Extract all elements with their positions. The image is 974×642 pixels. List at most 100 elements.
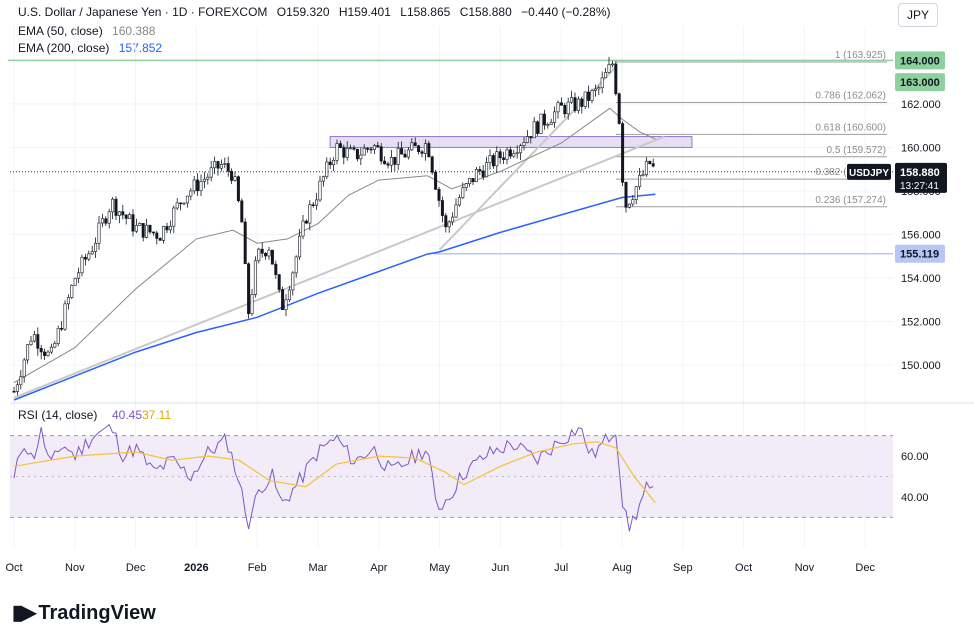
candle-body — [413, 142, 417, 147]
candle-66 — [236, 175, 240, 203]
fib-label-3: 0.5 (159.572) — [827, 145, 887, 156]
candle-95 — [335, 139, 339, 165]
time-tick-3: 2026 — [184, 562, 208, 574]
candle-52 — [189, 188, 193, 201]
candle-112 — [393, 157, 397, 171]
candle-body — [29, 340, 33, 346]
candle-80 — [284, 294, 288, 317]
tradingview-logo[interactable]: ▮▶ TradingView — [12, 600, 156, 625]
candle-body — [345, 147, 349, 158]
candle-body — [488, 155, 492, 163]
price-tick-3: 156.000 — [901, 230, 941, 242]
time-tick-0: Oct — [5, 562, 22, 574]
candle-5 — [29, 335, 33, 346]
candle-123 — [430, 155, 434, 175]
candle-1 — [15, 381, 19, 396]
candle-9 — [43, 348, 47, 360]
candle-39 — [145, 218, 149, 239]
level-badge-2: 155.119 — [900, 249, 939, 261]
candle-body — [124, 214, 128, 219]
candle-body — [284, 299, 288, 311]
candle-body — [627, 203, 631, 208]
candle-body — [325, 161, 329, 177]
candle-127 — [444, 212, 448, 233]
price-tick-2: 154.000 — [901, 273, 941, 285]
candle-body — [396, 148, 400, 165]
candle-130 — [454, 198, 458, 218]
time-tick-4: Feb — [248, 562, 267, 574]
candle-184 — [638, 167, 642, 190]
candle-body — [362, 148, 366, 156]
candle-25 — [97, 215, 101, 250]
candle-body — [359, 154, 363, 160]
candle-body — [451, 216, 455, 223]
candle-77 — [274, 260, 278, 279]
candle-body — [420, 151, 424, 154]
candle-body — [168, 225, 172, 231]
ema50-legend[interactable]: EMA (50, close) 160.388 — [18, 24, 161, 38]
time-tick-8: Jun — [492, 562, 510, 574]
candle-body — [39, 348, 43, 353]
candle-173 — [600, 71, 604, 94]
candle-body — [498, 151, 502, 159]
candle-81 — [287, 285, 291, 302]
ema200-legend[interactable]: EMA (200, close) 157.852 — [18, 41, 168, 55]
candle-46 — [168, 220, 172, 234]
candle-body — [644, 160, 648, 176]
candle-body — [525, 136, 529, 143]
candle-153 — [532, 116, 536, 139]
candle-body — [491, 155, 495, 167]
candle-body — [148, 224, 152, 233]
candle-body — [321, 176, 325, 182]
candle-body — [553, 111, 557, 123]
candle-body — [134, 225, 138, 232]
candle-30 — [114, 196, 118, 220]
candle-body — [131, 214, 135, 232]
ohlc-change: −0.440 (−0.28%) — [521, 5, 611, 19]
candle-body — [430, 156, 434, 173]
candle-151 — [525, 130, 529, 144]
candle-body — [165, 226, 169, 231]
candle-141 — [491, 153, 495, 169]
candle-body — [100, 218, 104, 224]
price-badge-countdown: 13:27:41 — [900, 181, 939, 192]
candle-body — [505, 149, 509, 160]
currency-button[interactable]: JPY — [898, 3, 938, 27]
candle-64 — [230, 168, 234, 185]
time-tick-1: Nov — [65, 562, 85, 574]
candle-150 — [522, 136, 526, 151]
candle-body — [128, 214, 132, 219]
candle-183 — [634, 186, 638, 205]
candle-36 — [134, 218, 138, 233]
candle-body — [192, 179, 196, 192]
candle-67 — [240, 198, 244, 223]
candle-body — [216, 161, 220, 169]
candle-96 — [338, 140, 342, 149]
candle-body — [631, 199, 635, 205]
candle-body — [648, 160, 652, 164]
candle-182 — [631, 195, 635, 207]
candle-body — [332, 159, 336, 166]
candle-body — [349, 147, 353, 150]
candle-body — [386, 163, 390, 166]
candle-179 — [621, 121, 625, 187]
candle-body — [485, 162, 489, 178]
candle-137 — [478, 166, 482, 176]
time-tick-5: Mar — [309, 562, 328, 574]
candle-47 — [172, 205, 176, 234]
candle-body — [376, 145, 380, 148]
candle-124 — [434, 169, 438, 191]
candle-51 — [185, 195, 189, 208]
candle-118 — [413, 137, 417, 147]
candle-body — [19, 376, 23, 386]
candle-140 — [488, 149, 492, 170]
candle-body — [158, 238, 162, 241]
candle-body — [270, 249, 274, 265]
candle-21 — [83, 253, 87, 266]
candle-body — [264, 252, 268, 257]
candle-body — [287, 289, 291, 301]
time-tick-10: Aug — [612, 562, 632, 574]
ohlc-low: L158.865 — [400, 5, 451, 19]
candle-163 — [566, 97, 570, 120]
